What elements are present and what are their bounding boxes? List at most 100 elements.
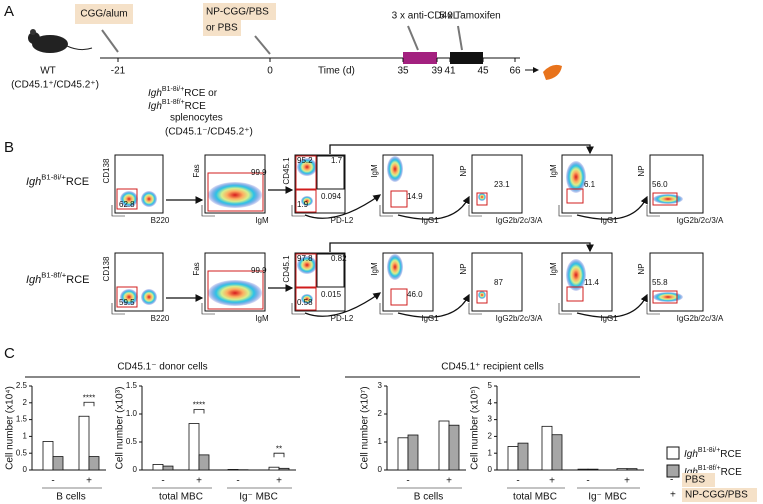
treatment-sign: + xyxy=(624,476,630,487)
x-axis-label: B220 xyxy=(151,216,170,225)
gate-value: 14.9 xyxy=(407,192,423,201)
plot-frame xyxy=(561,252,613,312)
gate-value: 55.8 xyxy=(652,278,668,287)
axis-arrow xyxy=(291,303,305,315)
x-axis-label: IgG2b/2c/3/A xyxy=(677,216,724,225)
gate-value: 23.1 xyxy=(494,180,510,189)
gate xyxy=(476,290,488,304)
host-genotype: (CD45.1⁺/CD45.2⁺) xyxy=(11,80,99,91)
y-axis-label: Fas xyxy=(192,164,201,177)
gate xyxy=(390,288,408,306)
reporter: RCE xyxy=(720,449,741,460)
genotype: IghB1-8i/+RCE or xyxy=(148,86,218,99)
y-tick-label: 1.0 xyxy=(126,409,138,418)
gate xyxy=(295,253,317,288)
bar xyxy=(152,463,164,471)
density xyxy=(208,280,262,306)
y-axis-label: IgM xyxy=(549,164,558,178)
gate-value: 59.5 xyxy=(119,298,135,307)
gate-value: 1.9 xyxy=(297,200,309,209)
gate xyxy=(652,290,678,304)
arrow xyxy=(397,195,470,220)
bar xyxy=(587,468,599,471)
arrow xyxy=(576,195,648,220)
legend-swatch xyxy=(666,446,680,460)
y-tick-label: 1 xyxy=(23,432,28,441)
gate-value: 99.9 xyxy=(251,266,267,275)
gate-value: 0.094 xyxy=(321,192,342,201)
highlight xyxy=(203,20,241,36)
panel-label: A xyxy=(4,3,14,20)
x-axis-label: IgG2b/2c/3/A xyxy=(677,314,724,323)
y-axis-label: CD45.1 xyxy=(282,157,291,185)
axis-arrow xyxy=(468,205,482,217)
plot-frame xyxy=(471,154,523,214)
genotype: IghB1-8f/+RCE xyxy=(684,465,742,478)
density xyxy=(141,289,157,305)
axis-arrow xyxy=(558,303,572,315)
group-label: Ig⁻ MBC xyxy=(588,492,627,503)
plot-frame xyxy=(561,154,613,214)
timepoint: 39 xyxy=(431,66,443,77)
axis-arrow xyxy=(646,303,660,315)
arrow xyxy=(329,144,594,155)
y-axis-label: CD45.1 xyxy=(282,255,291,283)
bar xyxy=(198,454,210,471)
y-tick-label: 2.5 xyxy=(16,381,28,390)
y-axis-label: Cell number (x10³) xyxy=(115,387,126,470)
density xyxy=(478,291,486,299)
gate-value: 97.8 xyxy=(297,254,313,263)
treatment-sign: - xyxy=(406,476,409,487)
axis-arrow xyxy=(468,303,482,315)
legend-label: PBS xyxy=(685,475,705,486)
x-axis-label: IgG1 xyxy=(421,314,439,323)
plot-frame xyxy=(204,154,266,214)
axis-arrow xyxy=(379,205,393,217)
y-axis-label: Cell number (x10⁵) xyxy=(470,386,481,470)
axis-arrow xyxy=(646,205,660,217)
y-axis-label: CD138 xyxy=(102,256,111,281)
y-axis-label: CD138 xyxy=(102,158,111,183)
y-tick-label: 4 xyxy=(488,398,493,407)
treatment-sign: - xyxy=(236,476,239,487)
gate xyxy=(207,270,264,310)
x-axis-label: IgM xyxy=(255,314,269,323)
treatment-period xyxy=(403,52,437,64)
plot-frame xyxy=(114,252,164,312)
y-axis-label: Cell number (x10⁴) xyxy=(5,386,16,470)
allele: B1-8f/+ xyxy=(698,465,721,472)
density xyxy=(653,194,683,204)
bar xyxy=(616,468,628,471)
genotype: IghB1-8i/+RCE xyxy=(26,173,89,188)
gate-value: 1.7 xyxy=(331,156,343,165)
gate xyxy=(652,192,678,206)
legend-swatch xyxy=(666,464,680,478)
time-axis-label: Time (d) xyxy=(318,66,355,77)
plot-frame xyxy=(649,252,704,312)
gate-value: 87 xyxy=(494,278,503,287)
timepoint: -21 xyxy=(111,66,126,77)
donor: (CD45.1⁻/CD45.2⁺) xyxy=(165,127,253,138)
timepoint: 45 xyxy=(477,66,489,77)
y-tick-label: 3 xyxy=(488,415,493,424)
legend-sign: + xyxy=(670,490,676,501)
gate xyxy=(116,188,138,210)
y-axis-label: NP xyxy=(459,263,468,274)
bar xyxy=(517,442,529,471)
sig-bracket xyxy=(193,409,205,414)
treatment-sign: + xyxy=(86,476,92,487)
density xyxy=(301,294,313,304)
density xyxy=(566,259,586,291)
reporter: RCE xyxy=(721,467,742,478)
plot-frame xyxy=(649,154,704,214)
x-axis-label: PD-L2 xyxy=(331,314,354,323)
density xyxy=(141,191,157,207)
gate-value: 0.58 xyxy=(297,298,313,307)
bar xyxy=(438,420,450,471)
bar xyxy=(278,467,290,471)
axis-arrow xyxy=(558,205,572,217)
treatment-sign: + xyxy=(196,476,202,487)
sig-bracket xyxy=(83,401,95,407)
x-axis-label: IgG1 xyxy=(421,216,439,225)
gate xyxy=(207,172,264,212)
